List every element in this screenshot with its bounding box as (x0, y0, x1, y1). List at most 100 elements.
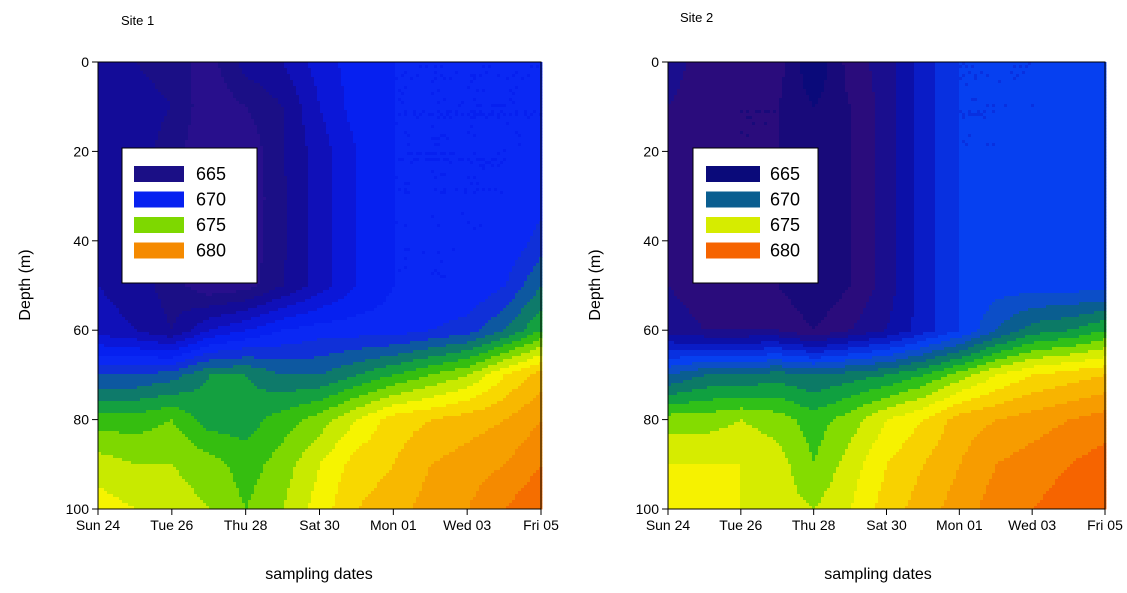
contour-cell (224, 77, 227, 80)
contour-cell (230, 134, 233, 137)
contour-cell (485, 107, 488, 110)
contour-cell (341, 104, 344, 107)
contour-cell (263, 83, 266, 86)
contour-cell (149, 80, 152, 83)
contour-cell (227, 83, 230, 86)
contour-cell (296, 89, 299, 92)
contour-cell (263, 125, 266, 128)
contour-cell (191, 80, 194, 83)
contour-cell (233, 128, 236, 131)
contour-cell (203, 110, 206, 113)
contour-cell (452, 143, 455, 146)
contour-cell (347, 107, 350, 110)
contour-cell (215, 143, 218, 146)
contour-cell (299, 92, 302, 95)
contour-cell (170, 137, 173, 140)
contour-cell (332, 98, 335, 101)
contour-cell (323, 80, 326, 83)
contour-cell (512, 62, 515, 65)
contour-cell (311, 116, 314, 119)
contour-cell (503, 125, 506, 128)
contour-cell (521, 107, 524, 110)
contour-cell (395, 125, 398, 128)
contour-cell (440, 71, 443, 74)
contour-cell (491, 134, 494, 137)
contour-cell (164, 98, 167, 101)
contour-cell (278, 137, 281, 140)
contour-cell (395, 101, 398, 104)
contour-cell (470, 116, 473, 119)
contour-cell (356, 89, 359, 92)
contour-cell (506, 104, 509, 107)
contour-cell (494, 131, 497, 134)
contour-cell (179, 83, 182, 86)
contour-cell (479, 95, 482, 98)
contour-cell (137, 137, 140, 140)
contour-cell (311, 101, 314, 104)
contour-cell (428, 98, 431, 101)
contour-cell (464, 74, 467, 77)
contour-cell (464, 143, 467, 146)
contour-cell (362, 98, 365, 101)
contour-cell (122, 65, 125, 68)
contour-cell (392, 92, 395, 95)
contour-cell (173, 95, 176, 98)
contour-cell (482, 140, 485, 143)
contour-cell (296, 80, 299, 83)
contour-cell (179, 89, 182, 92)
contour-cell (437, 89, 440, 92)
contour-cell (440, 122, 443, 125)
contour-cell (233, 119, 236, 122)
contour-cell (359, 98, 362, 101)
contour-cell (311, 125, 314, 128)
contour-cell (506, 98, 509, 101)
contour-cell (221, 101, 224, 104)
contour-cell (485, 65, 488, 68)
contour-cell (350, 113, 353, 116)
contour-cell (413, 110, 416, 113)
contour-cell (347, 113, 350, 116)
contour-cell (137, 128, 140, 131)
contour-cell (500, 140, 503, 143)
contour-cell (212, 137, 215, 140)
contour-cell (242, 101, 245, 104)
contour-cell (305, 104, 308, 107)
contour-cell (398, 71, 401, 74)
contour-cell (509, 113, 512, 116)
contour-cell (242, 65, 245, 68)
contour-cell (215, 95, 218, 98)
contour-cell (536, 62, 539, 65)
contour-cell (227, 71, 230, 74)
contour-cell (245, 95, 248, 98)
contour-cell (437, 92, 440, 95)
contour-cell (326, 86, 329, 89)
contour-cell (509, 65, 512, 68)
contour-cell (521, 134, 524, 137)
contour-cell (344, 110, 347, 113)
contour-cell (269, 80, 272, 83)
contour-cell (167, 131, 170, 134)
contour-cell (245, 125, 248, 128)
contour-cell (206, 143, 209, 146)
contour-cell (308, 113, 311, 116)
contour-cell (143, 110, 146, 113)
contour-cell (185, 119, 188, 122)
contour-cell (338, 110, 341, 113)
contour-cell (452, 104, 455, 107)
contour-cell (209, 125, 212, 128)
contour-cell (254, 71, 257, 74)
contour-cell (302, 116, 305, 119)
contour-cell (128, 122, 131, 125)
contour-cell (503, 110, 506, 113)
contour-cell (317, 104, 320, 107)
contour-cell (374, 83, 377, 86)
contour-cell (260, 77, 263, 80)
contour-cell (329, 92, 332, 95)
contour-cell (419, 125, 422, 128)
contour-cell (467, 122, 470, 125)
contour-cell (98, 80, 101, 83)
contour-cell (383, 140, 386, 143)
contour-cell (458, 116, 461, 119)
contour-cell (98, 140, 101, 143)
